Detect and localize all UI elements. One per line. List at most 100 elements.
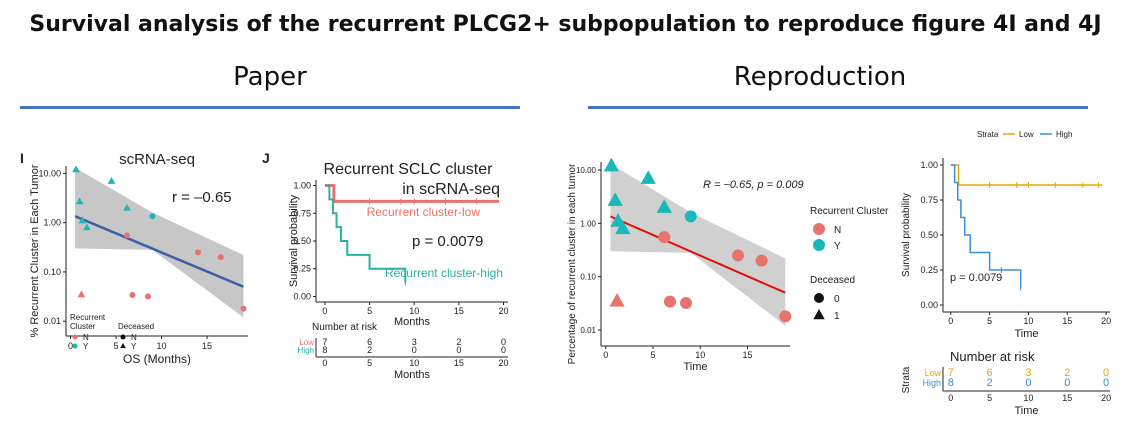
repro-risk-value: 0 (1025, 377, 1031, 389)
paper-km-y-label: Survival probability (288, 194, 300, 287)
paper-confidence-band (75, 167, 244, 318)
paper-point (217, 254, 224, 261)
paper-scatter-x-tick-label: 10 (157, 341, 167, 351)
paper-legend-deceased-title: Deceased (118, 322, 154, 331)
repro-point (732, 249, 745, 262)
repro-scatter-x-label: Time (683, 361, 707, 373)
repro-scatter-x-tick-label: 0 (603, 350, 608, 360)
repro-legend-dec-1-marker (813, 309, 825, 320)
page-title: Survival analysis of the recurrent PLCG2… (29, 12, 1102, 37)
repro-scatter-y-label: Percentage of recurrent cluster in each … (567, 163, 578, 364)
repro-risk-value: 7 (948, 367, 954, 379)
repro-legend-dec-0-label: 0 (834, 294, 840, 305)
repro-risk-value: 0 (1103, 377, 1109, 389)
paper-risk-x-tick-label: 0 (322, 358, 327, 368)
paper-risk-row-label: High (298, 346, 314, 355)
paper-km-pvalue: p = 0.0079 (412, 233, 483, 250)
paper-km-title-2: in scRNA-seq (402, 181, 500, 198)
repro-risk-x-label: Time (1014, 405, 1038, 417)
repro-risk-value: 2 (1064, 367, 1070, 379)
paper-legend-dec-y-label: Y (131, 342, 137, 351)
paper-point (75, 197, 84, 205)
repro-point (656, 199, 672, 213)
paper-legend-y-marker (72, 343, 78, 349)
repro-km-x-tick-label: 20 (1101, 316, 1111, 326)
repro-point (658, 231, 671, 244)
paper-scatter-y-tick-label: 10.00 (38, 168, 61, 178)
repro-point (680, 297, 693, 310)
paper-km-line-high (324, 184, 407, 283)
repro-scatter-x-tick-label: 10 (695, 350, 705, 360)
panel-letter-i: I (20, 150, 24, 166)
repro-point (607, 192, 623, 206)
paper-point (77, 290, 86, 298)
repro-risk-x-tick-label: 5 (987, 393, 992, 403)
paper-scatter-y-tick-label: 0.10 (43, 267, 61, 277)
paper-km-x-tick-label: 5 (367, 306, 372, 316)
repro-risk-value: 0 (1064, 377, 1070, 389)
paper-km-low-label: Recurrent cluster-low (367, 205, 481, 219)
paper-scatter-r-value: r = –0.65 (172, 189, 232, 206)
paper-km-x-tick-label: 20 (499, 306, 509, 316)
repro-point (663, 295, 676, 308)
paper-point (78, 216, 87, 224)
repro-risk-y-label: Strata (901, 366, 912, 393)
paper-km-high-label: Recurrent cluster-high (385, 266, 503, 280)
repro-scatter-r-value: R = −0.65, p = 0.009 (703, 179, 804, 191)
reproduction-header: Reproduction (733, 62, 907, 92)
repro-km-legend-high: High (1056, 130, 1072, 139)
paper-point (129, 292, 136, 299)
repro-risk-value: 2 (987, 377, 993, 389)
repro-legend-dec-0-marker (814, 293, 824, 303)
reproduction-divider (588, 106, 1088, 109)
repro-point (603, 157, 619, 172)
paper-km-y-tick-label: 1.00 (293, 181, 311, 191)
paper-point (123, 203, 131, 211)
repro-km-x-tick-label: 5 (987, 316, 992, 326)
paper-risk-value: 0 (412, 345, 417, 355)
paper-risk-value: 0 (501, 345, 506, 355)
repro-legend-n-label: N (834, 225, 841, 236)
paper-km-y-tick-label: 0.75 (293, 208, 311, 218)
repro-legend-deceased-title: Deceased (810, 275, 855, 286)
repro-km-legend-low: Low (1019, 130, 1034, 139)
repro-scatter-y-tick-label: 1.00 (580, 219, 596, 228)
paper-scatter-x-tick-label: 5 (114, 341, 119, 351)
repro-risk-title: Number at risk (950, 349, 1035, 364)
repro-km-y-label: Survival probability (901, 193, 912, 277)
repro-km-y-tick-label: 0.25 (920, 265, 938, 275)
repro-confidence-band (610, 163, 786, 326)
paper-scatter-y-tick-label: 0.01 (43, 316, 61, 326)
paper-scatter-title: scRNA-seq (119, 151, 195, 168)
repro-risk-value: 3 (1025, 367, 1031, 379)
paper-legend-dec-n-marker (120, 334, 126, 340)
repro-legend-cluster-title: Recurrent Cluster (810, 206, 889, 217)
paper-legend-cluster-title: Recurrent (70, 313, 106, 322)
paper-point (240, 305, 247, 312)
paper-km-y-tick-label: 0.50 (293, 236, 311, 246)
repro-point (640, 170, 656, 184)
paper-risk-value: 0 (456, 345, 461, 355)
paper-risk-title: Number at risk (312, 322, 378, 333)
repro-risk-x-tick-label: 20 (1101, 393, 1111, 403)
paper-legend-n-marker (72, 334, 78, 340)
repro-scatter-x-tick-label: 15 (742, 350, 752, 360)
repro-km-x-tick-label: 0 (948, 316, 953, 326)
paper-risk-x-tick-label: 15 (454, 358, 464, 368)
paper-legend-n-label: N (83, 333, 89, 342)
repro-point (615, 220, 631, 235)
paper-point (144, 293, 151, 300)
repro-risk-value: 6 (987, 367, 993, 379)
repro-risk-value: 8 (948, 377, 954, 389)
paper-legend-dec-y-marker (120, 343, 126, 349)
paper-km-x-tick-label: 0 (322, 306, 327, 316)
paper-risk-x-tick-label: 20 (499, 358, 509, 368)
paper-km-x-tick-label: 15 (454, 306, 464, 316)
repro-km-line-high (950, 164, 1022, 288)
paper-km-y-tick-label: 0.00 (293, 291, 311, 301)
repro-km-legend-title: Strata (977, 130, 999, 139)
repro-scatter-y-tick-label: 0.01 (580, 326, 596, 335)
repro-km-line-low (950, 164, 1103, 186)
paper-point (107, 177, 116, 184)
